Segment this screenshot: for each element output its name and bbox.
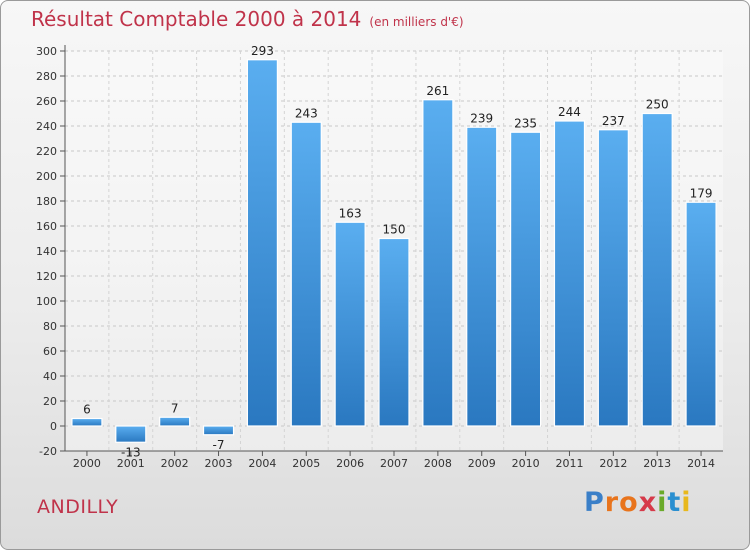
axes: -20 0 20 40 60 80 100 120 140 160 180 200 220 240 260 2…: [36, 45, 723, 470]
bar: [115, 425, 147, 443]
y-tick-label: 260: [36, 95, 57, 108]
bar: [466, 126, 498, 427]
y-tick-label: 300: [36, 45, 57, 58]
y-tick-label: 80: [43, 320, 57, 333]
x-tick-label: 2011: [555, 457, 583, 470]
y-tick-label: 20: [43, 395, 57, 408]
bar: [159, 416, 191, 427]
data-label: 237: [602, 114, 625, 128]
x-tick-label: 2014: [687, 457, 715, 470]
bar: [422, 99, 454, 427]
y-tick-label: 280: [36, 70, 57, 83]
y-tick-label: 200: [36, 170, 57, 183]
logo-letter: i: [657, 487, 668, 518]
x-tick-label: 2013: [643, 457, 671, 470]
y-tick-label: 40: [43, 370, 57, 383]
chart-subtitle: (en milliers d'€): [369, 15, 464, 29]
logo-letter: i: [681, 487, 692, 518]
data-label: 293: [251, 44, 274, 58]
data-label: 150: [383, 223, 406, 237]
x-tick-label: 2005: [292, 457, 320, 470]
y-tick-label: 220: [36, 145, 57, 158]
x-tick-label: 2007: [380, 457, 408, 470]
y-tick-label: 120: [36, 270, 57, 283]
chart-title-text: Résultat Comptable 2000 à 2014: [31, 7, 362, 31]
y-tick-label: 240: [36, 120, 57, 133]
chart-title: Résultat Comptable 2000 à 2014 (en millie…: [31, 7, 464, 31]
bar: [71, 417, 103, 427]
y-tick-label: 140: [36, 245, 57, 258]
x-tick-label: 2004: [248, 457, 276, 470]
proxiti-logo: Proxiti: [584, 487, 692, 518]
data-label: -7: [213, 438, 225, 452]
data-label: 235: [514, 116, 537, 130]
bars: [71, 59, 717, 443]
logo-letter: r: [604, 487, 620, 518]
data-label: 244: [558, 105, 581, 119]
data-label: 179: [690, 186, 713, 200]
y-tick-label: 160: [36, 220, 57, 233]
bar: [246, 59, 278, 427]
y-tick-label: 0: [50, 420, 57, 433]
x-tick-label: 2002: [161, 457, 189, 470]
bar: [597, 129, 629, 427]
x-tick-label: 2003: [205, 457, 233, 470]
bar: [202, 425, 235, 436]
y-tick-label: 60: [43, 345, 57, 358]
data-label: -13: [121, 445, 141, 459]
logo-letter: P: [584, 487, 605, 518]
data-label: 243: [295, 106, 318, 120]
data-label: 6: [83, 403, 91, 417]
bar: [685, 201, 717, 427]
y-tick-label: 180: [36, 195, 57, 208]
commune-name: ANDILLY: [37, 496, 119, 518]
data-labels: 6 -13 7 -7 293 243 163 150 261 239 235 244 237 250 179: [83, 44, 712, 460]
x-tick-label: 2000: [73, 457, 101, 470]
x-tick-label: 2006: [336, 457, 364, 470]
bar: [641, 112, 673, 427]
y-tick-label: 100: [36, 295, 57, 308]
data-label: 7: [171, 401, 179, 415]
data-label: 250: [646, 98, 669, 112]
bar: [378, 237, 410, 427]
logo-letter: x: [638, 487, 658, 518]
x-tick-label: 2008: [424, 457, 452, 470]
x-tick-label: 2012: [599, 457, 627, 470]
bar: [510, 131, 542, 427]
x-tick-label: 2010: [512, 457, 540, 470]
data-label: 261: [426, 84, 449, 98]
logo-letter: o: [619, 487, 639, 518]
x-tick-label: 2009: [468, 457, 496, 470]
y-tick-label: -20: [39, 445, 57, 458]
logo-letter: t: [667, 487, 682, 518]
data-label: 163: [339, 206, 362, 220]
bar: [553, 120, 586, 427]
x-tick-label: 2001: [117, 457, 145, 470]
bar: [334, 221, 366, 427]
data-label: 239: [470, 111, 493, 125]
bar: [290, 121, 322, 427]
